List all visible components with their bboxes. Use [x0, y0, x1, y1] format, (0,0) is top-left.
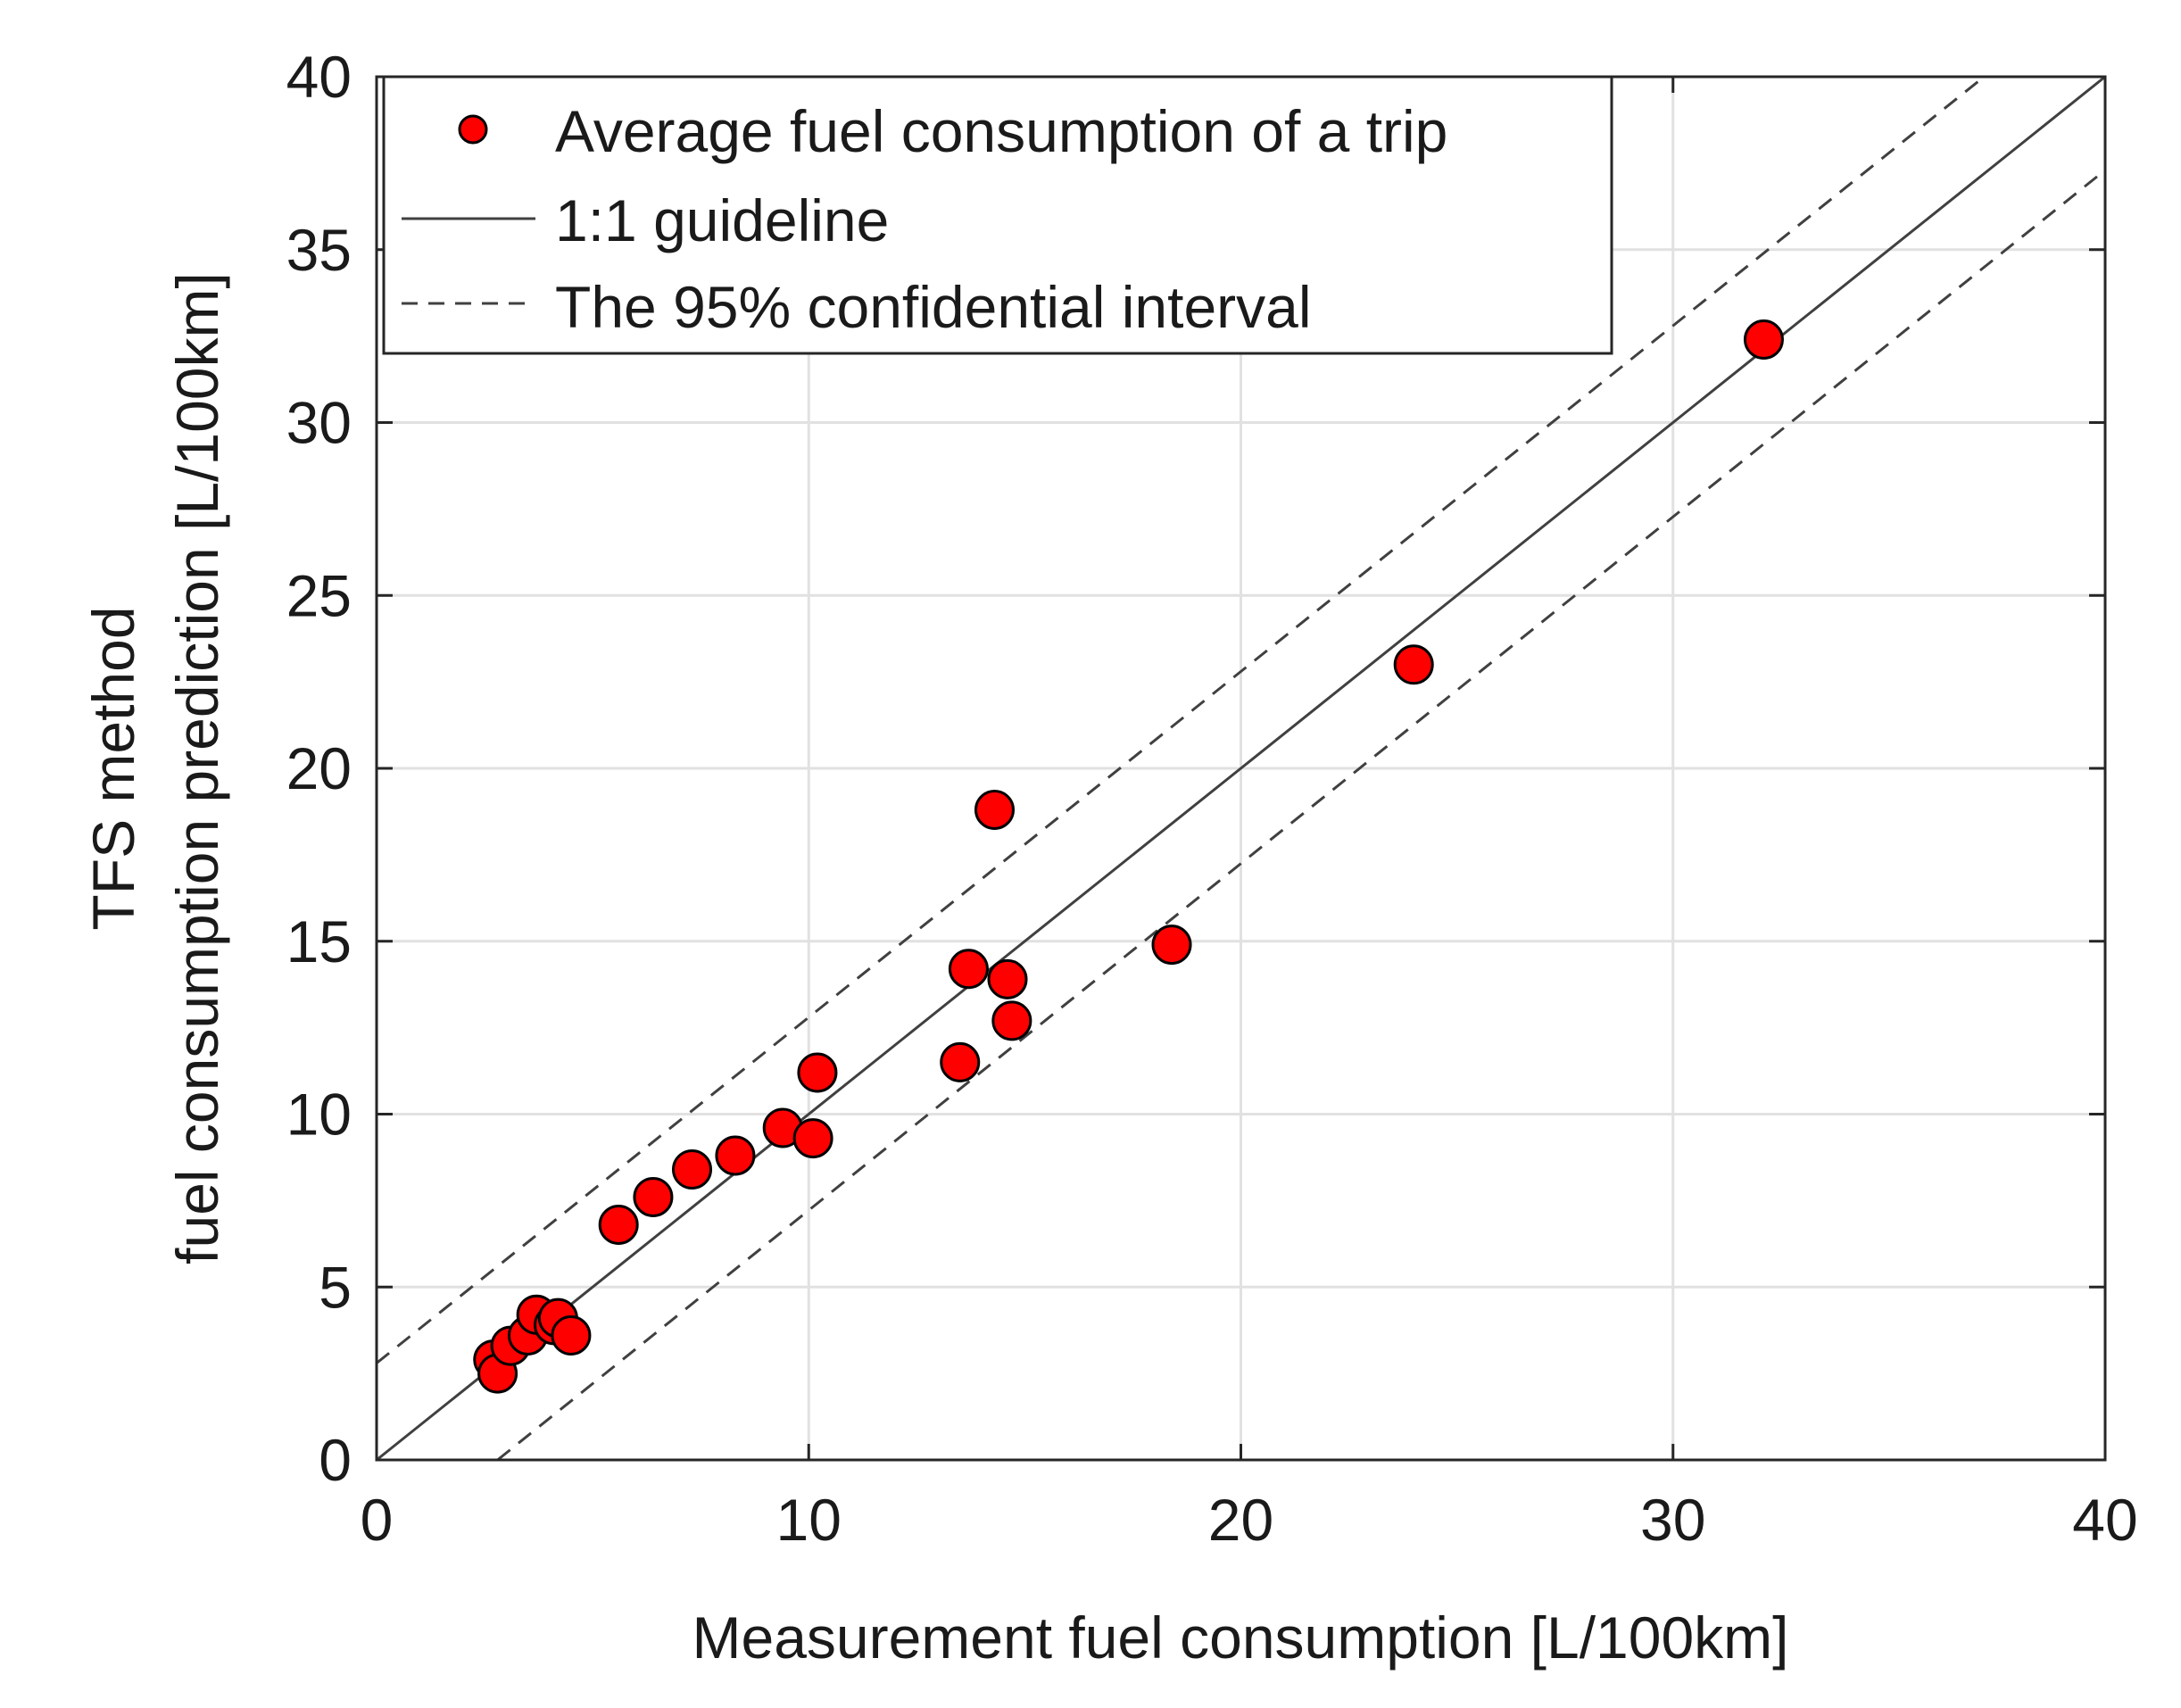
data-point	[551, 1315, 592, 1356]
data-point	[991, 1000, 1032, 1041]
legend-marker-icon	[458, 114, 488, 145]
y-tick-label: 5	[319, 1254, 352, 1320]
y-tick-label: 10	[286, 1082, 352, 1148]
data-point	[1151, 924, 1192, 966]
y-tick-label: 35	[286, 217, 352, 283]
x-tick-label: 20	[1208, 1487, 1273, 1553]
data-point	[940, 1041, 981, 1082]
data-point	[797, 1052, 838, 1093]
data-point	[715, 1135, 756, 1176]
guideline-1-to-1	[377, 77, 2105, 1460]
x-tick-label: 0	[361, 1487, 394, 1553]
y-tick-label: 30	[286, 390, 352, 456]
x-tick-label: 30	[1640, 1487, 1705, 1553]
x-tick-label: 40	[2072, 1487, 2137, 1553]
scatter-points	[473, 319, 1784, 1394]
legend: Average fuel consumption of a trip 1:1 g…	[382, 75, 1613, 355]
data-point	[948, 949, 989, 990]
confidence-interval-line	[496, 169, 2105, 1460]
data-point	[974, 790, 1015, 830]
confidence-interval-line	[377, 77, 1986, 1364]
legend-box	[382, 75, 1613, 355]
x-tick-label: 10	[776, 1487, 842, 1553]
data-point	[987, 958, 1028, 999]
y-tick-label: 20	[286, 735, 352, 801]
axis-ticks: 0 10 20 30 40 0 5 10 15 20 25 30 35 40	[286, 44, 2138, 1553]
data-point	[672, 1149, 713, 1190]
y-tick-label: 15	[286, 908, 352, 974]
y-tick-label: 25	[286, 562, 352, 628]
data-point	[598, 1205, 639, 1245]
y-axis-label-line-2: fuel consumption prediction [L/100km]	[164, 272, 230, 1264]
data-point	[1393, 644, 1434, 685]
data-point	[1743, 319, 1784, 360]
y-tick-label: 40	[286, 44, 352, 110]
legend-label-guideline: 1:1 guideline	[555, 187, 889, 253]
legend-label-points: Average fuel consumption of a trip	[555, 98, 1447, 164]
y-axis-label-line-1: TFS method	[80, 606, 146, 930]
y-tick-label: 0	[319, 1427, 352, 1493]
legend-label-interval: The 95% confidential interval	[555, 274, 1312, 340]
data-point	[792, 1118, 833, 1159]
data-point	[633, 1177, 674, 1217]
x-axis-label: Measurement fuel consumption [L/100km]	[692, 1604, 1789, 1671]
series-lines	[377, 77, 2105, 1460]
